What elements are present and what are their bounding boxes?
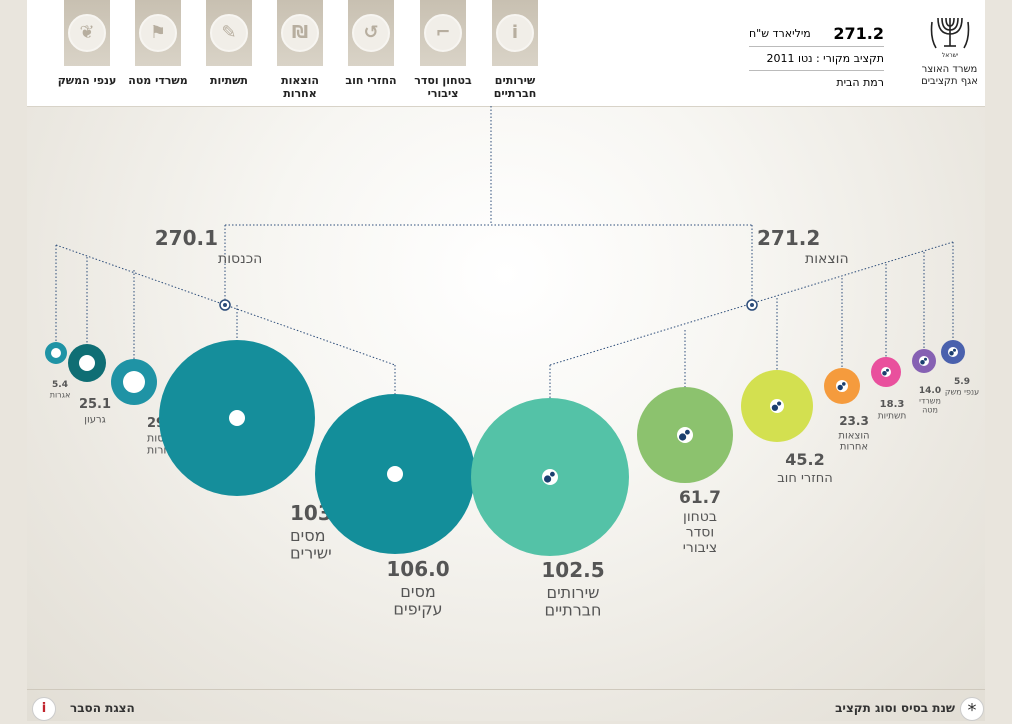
- bubble-hole: [123, 371, 145, 393]
- explain-button[interactable]: i: [32, 697, 56, 721]
- refund-icon: ↺: [352, 14, 390, 52]
- ministry-logo: ישראל משרד האוצר אגף תקציבים: [912, 8, 987, 88]
- tab-refund[interactable]: ↺ החזרי חוב: [345, 0, 397, 87]
- tab-label: בטחון וסדר ציבורי: [414, 74, 472, 100]
- info-icon: i: [496, 14, 534, 52]
- bubble-value-label: 102.5: [541, 558, 604, 582]
- tab-background: ₪: [277, 0, 323, 66]
- bubble-center-mark: [679, 433, 687, 441]
- bubble-name-label: חברתיים: [544, 601, 601, 620]
- bubble-center-mark: [886, 368, 889, 372]
- emblem-word: ישראל: [941, 52, 957, 59]
- gun-icon: ⌐: [424, 14, 462, 52]
- bubble-center-mark: [685, 429, 690, 435]
- total-unit: מיליארד ש"ח: [749, 27, 811, 40]
- bubble-name-label: ענפי משק: [945, 388, 979, 397]
- tab-label: החזרי חוב: [345, 74, 397, 87]
- department-name: אגף תקציבים: [921, 76, 978, 87]
- flag-icon: ⚑: [139, 14, 177, 52]
- bubble-name-label: שירותים: [546, 583, 599, 602]
- expense-title: הוצאות: [805, 251, 849, 267]
- menorah-emblem-icon: ישראל: [930, 17, 969, 59]
- bubble-name-label: מסים: [290, 526, 325, 545]
- bubble-center-mark: [924, 357, 927, 361]
- bubble-name-label: אחרות: [840, 441, 868, 452]
- bubble-center-mark: [777, 401, 782, 406]
- bubble-name-label: החזרי חוב: [777, 471, 832, 486]
- bubble-name-label: אגרות: [50, 391, 71, 400]
- bubble-name-label: תשתיות: [878, 412, 907, 422]
- expense-total: 271.2: [757, 226, 820, 250]
- bubble-value-label: 25.1: [79, 397, 111, 412]
- bubble-center-mark: [920, 360, 925, 365]
- bubble-value-label: 5.9: [954, 377, 970, 387]
- bubble-center-dot: [387, 466, 403, 482]
- bubble-value-label: 61.7: [679, 488, 721, 508]
- leaf-icon: ❦: [68, 14, 106, 52]
- bubble-center-mark: [550, 471, 555, 477]
- settings-star-button[interactable]: *: [960, 697, 984, 721]
- tab-background: ⌐: [420, 0, 466, 66]
- tab-background: ↺: [348, 0, 394, 66]
- footer-bar: [27, 689, 985, 722]
- bubble-name-label: מסים: [400, 582, 435, 601]
- revenue-title: הכנסות: [218, 251, 262, 267]
- bubble-value-label: 18.3: [880, 399, 905, 410]
- tab-background: ✎: [206, 0, 252, 66]
- explain-label[interactable]: הצגת הסבר: [70, 701, 135, 715]
- tab-background: ❦: [64, 0, 110, 66]
- tab-leaf[interactable]: ❦ ענפי המשק: [58, 0, 116, 87]
- bubble-center-mark: [544, 475, 552, 483]
- tab-background: i: [492, 0, 538, 66]
- bubble-name-label: ישירים: [290, 544, 332, 563]
- bubble-name-label: וסדר: [686, 525, 714, 541]
- bubble-value-label: 45.2: [785, 450, 824, 469]
- bubble-name-label: גרעון: [84, 414, 105, 425]
- bubble-center-mark: [837, 384, 843, 391]
- bubble-name-label: מטה: [922, 405, 938, 414]
- total-row: 271.2 מיליארד ש"ח: [749, 20, 884, 47]
- bubble-value-label: 14.0: [919, 386, 941, 396]
- expense-node-center: [750, 303, 754, 307]
- bubble-value-label: 5.4: [52, 380, 68, 390]
- bubble-center-mark: [949, 351, 954, 356]
- bubble-center-mark: [882, 371, 887, 376]
- bubble-center-mark: [842, 382, 846, 386]
- budget-bubble-chart: 270.1הכנסות271.2הוצאות5.4אגרות25.1גרעון2…: [45, 106, 979, 620]
- tab-info[interactable]: i שירותים חברתיים: [490, 0, 540, 100]
- bubble-hole: [79, 355, 95, 371]
- total-value: 271.2: [833, 24, 884, 43]
- budget-type-link[interactable]: תקציב מקורי : נטו 2011: [749, 47, 884, 71]
- house-level-label: רמת הבית: [836, 76, 884, 89]
- budget-info-panel: 271.2 מיליארד ש"ח תקציב מקורי : נטו 2011…: [749, 20, 884, 89]
- tab-gun[interactable]: ⌐ בטחון וסדר ציבורי: [414, 0, 472, 100]
- tab-label: משרדי מטה: [128, 74, 188, 87]
- revenue-total: 270.1: [155, 226, 218, 250]
- bubble-center-mark: [771, 404, 779, 411]
- tab-wrench[interactable]: ✎ תשתיות: [204, 0, 254, 87]
- year-type-label[interactable]: שנת בסיס וסוג תקציב: [835, 701, 955, 715]
- tab-label: שירותים חברתיים: [493, 74, 537, 100]
- wrench-icon: ✎: [210, 14, 248, 52]
- bubble-center-mark: [953, 348, 956, 352]
- tab-background: ⚑: [135, 0, 181, 66]
- tab-flag[interactable]: ⚑ משרדי מטה: [128, 0, 188, 87]
- bubble-name-label: משרדי: [919, 397, 941, 406]
- revenue-node-center: [223, 303, 227, 307]
- tab-label: ענפי המשק: [57, 74, 117, 87]
- tab-label: תשתיות: [210, 74, 248, 87]
- tab-label: הוצאות אחרות: [281, 74, 319, 100]
- shekel-icon: ₪: [281, 14, 319, 52]
- bubble-value-label: 23.3: [839, 414, 869, 428]
- bubble-name-label: ציבורי: [683, 540, 717, 556]
- bubble-center-dot: [229, 410, 245, 426]
- ministry-name: משרד האוצר: [921, 64, 978, 75]
- bubble-name-label: בטחון: [683, 509, 717, 525]
- bubble-name-label: עקיפים: [393, 600, 442, 619]
- bubble-hole: [51, 348, 61, 358]
- tab-shekel[interactable]: ₪ הוצאות אחרות: [275, 0, 325, 100]
- bubble-value-label: 106.0: [386, 557, 449, 581]
- bubble-name-label: הוצאות: [838, 430, 869, 441]
